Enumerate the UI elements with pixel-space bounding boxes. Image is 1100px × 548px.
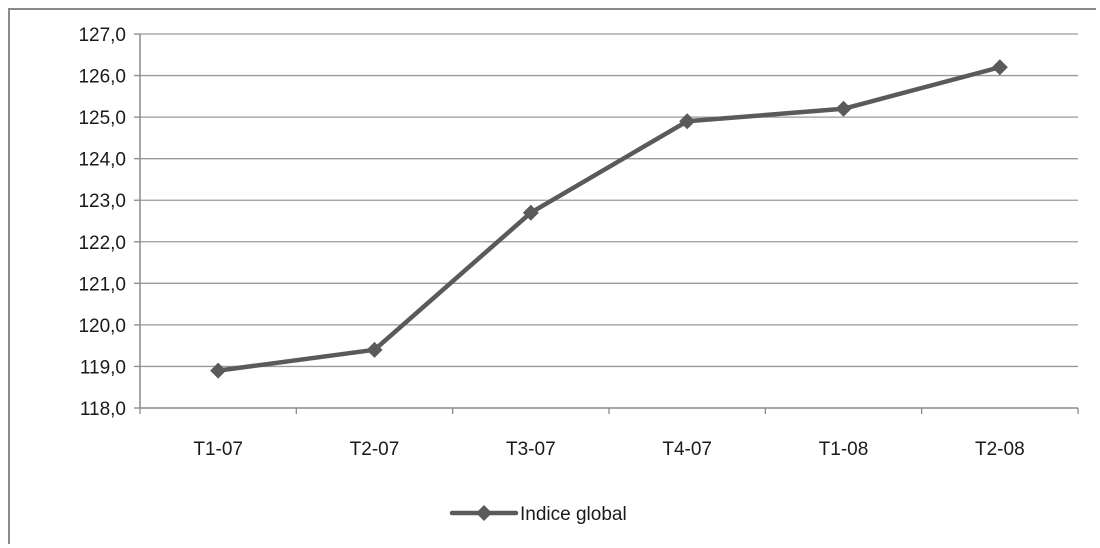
y-tick-label: 120,0 <box>78 316 126 337</box>
x-axis-ticks: T1-07 T2-07 T3-07 T4-07 T1-08 T2-08 <box>139 408 1079 460</box>
y-tick-label: 123,0 <box>78 191 126 212</box>
y-tick-label: 118,0 <box>80 399 126 420</box>
x-tick-label: T2-08 <box>975 439 1025 460</box>
data-point <box>835 100 852 117</box>
gridlines <box>140 33 1078 368</box>
data-point <box>366 341 383 358</box>
legend: Indice global <box>449 504 627 525</box>
x-tick-label: T2-07 <box>350 439 400 460</box>
series-group <box>210 59 1008 379</box>
y-tick-label: 126,0 <box>78 67 126 88</box>
legend-marker <box>476 505 492 521</box>
data-point <box>210 362 227 379</box>
chart-frame <box>8 8 1096 544</box>
x-tick-label: T1-07 <box>193 439 243 460</box>
y-tick-label: 121,0 <box>78 274 126 295</box>
axes <box>139 34 1078 409</box>
y-axis-ticks: 118,0 119,0 120,0 121,0 122,0 123,0 124,0 125,0… <box>78 25 140 420</box>
y-tick-label: 127,0 <box>78 25 126 46</box>
data-point <box>991 59 1008 76</box>
series-line <box>215 64 1003 373</box>
y-tick-label: 125,0 <box>78 108 126 129</box>
x-tick-label: T4-07 <box>662 439 712 460</box>
y-tick-label: 122,0 <box>78 233 126 254</box>
y-tick-label: 119,0 <box>80 357 126 378</box>
y-tick-label: 124,0 <box>78 150 126 171</box>
x-tick-label: T1-08 <box>819 439 869 460</box>
data-point <box>679 113 696 130</box>
x-tick-label: T3-07 <box>506 439 556 460</box>
data-point <box>522 204 539 221</box>
legend-label: Indice global <box>520 504 627 525</box>
